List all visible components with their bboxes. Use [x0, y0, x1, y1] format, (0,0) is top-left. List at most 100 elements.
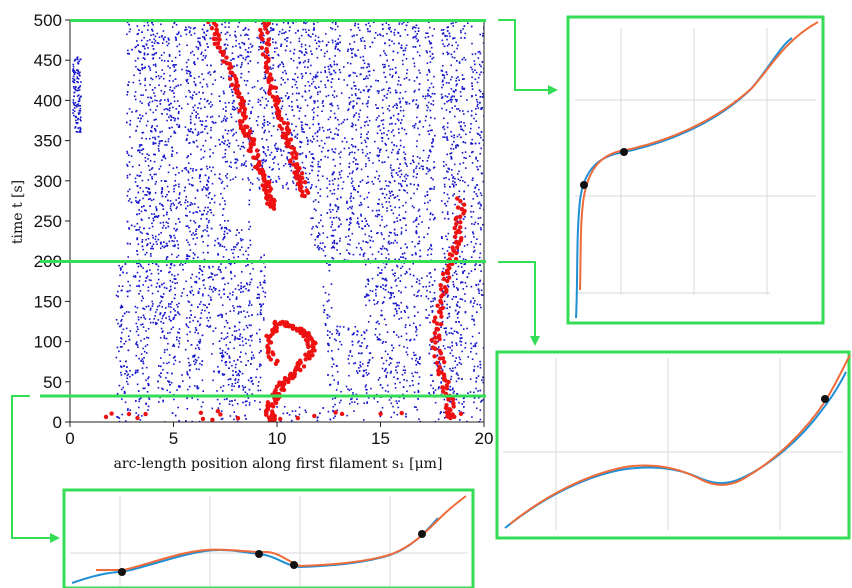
blue-point — [178, 172, 180, 174]
blue-point — [228, 26, 230, 28]
blue-point — [139, 290, 142, 292]
blue-point — [249, 239, 251, 242]
blue-point — [220, 271, 222, 273]
blue-point — [348, 102, 351, 104]
blue-point — [202, 284, 205, 286]
blue-point — [368, 70, 371, 72]
blue-point — [170, 328, 173, 330]
blue-point — [115, 356, 118, 359]
blue-point — [357, 49, 359, 51]
blue-point — [331, 223, 333, 226]
blue-point — [445, 205, 448, 207]
blue-point — [478, 292, 480, 294]
blue-point — [424, 97, 427, 100]
blue-point — [239, 306, 242, 308]
blue-point — [443, 417, 446, 419]
blue-point — [206, 230, 208, 232]
blue-point — [172, 80, 174, 82]
blue-point — [226, 173, 229, 175]
blue-point — [200, 98, 202, 100]
blue-point — [396, 217, 398, 219]
blue-point — [412, 175, 415, 178]
blue-point — [453, 140, 455, 143]
blue-point — [350, 192, 352, 195]
blue-point — [406, 184, 408, 187]
blue-point — [155, 65, 157, 67]
blue-point — [349, 74, 352, 76]
blue-point — [338, 171, 341, 174]
blue-point — [462, 412, 465, 414]
blue-point — [359, 91, 362, 94]
blue-point — [318, 129, 321, 131]
blue-point — [198, 117, 200, 119]
blue-point — [118, 417, 121, 419]
blue-point — [243, 285, 246, 288]
blue-point — [454, 98, 457, 101]
blue-point — [139, 51, 142, 54]
blue-point — [390, 30, 392, 33]
blue-point — [357, 163, 359, 165]
blue-point — [183, 288, 185, 290]
blue-point — [160, 241, 162, 244]
blue-point — [418, 133, 421, 136]
blue-point — [255, 376, 257, 379]
blue-point — [400, 184, 403, 187]
blue-point — [478, 332, 481, 334]
blue-point — [207, 277, 210, 279]
blue-point — [207, 177, 210, 180]
blue-point — [142, 326, 145, 328]
blue-point — [316, 140, 319, 142]
blue-point — [449, 152, 451, 155]
blue-point — [173, 275, 176, 277]
blue-point — [340, 122, 343, 125]
blue-point — [188, 142, 190, 145]
blue-point — [320, 139, 323, 142]
blue-point — [189, 219, 192, 222]
blue-point — [361, 228, 364, 230]
blue-point — [301, 128, 303, 130]
blue-point — [205, 194, 208, 197]
blue-point — [459, 91, 462, 93]
blue-point — [189, 118, 192, 121]
blue-point — [377, 379, 380, 381]
blue-point — [241, 41, 243, 44]
blue-point — [434, 217, 436, 220]
blue-point — [207, 72, 209, 75]
blue-point — [446, 276, 448, 278]
blue-point — [446, 137, 448, 140]
blue-point — [296, 137, 298, 139]
blue-point — [248, 401, 251, 404]
blue-point — [157, 386, 160, 389]
blue-point — [174, 117, 177, 120]
blue-point — [368, 159, 371, 162]
blue-point — [163, 313, 165, 316]
blue-point — [173, 21, 176, 24]
blue-point — [334, 148, 337, 150]
blue-point — [388, 109, 391, 112]
blue-point — [298, 40, 301, 43]
blue-point — [310, 36, 312, 38]
blue-point — [456, 108, 458, 110]
blue-point — [191, 50, 194, 53]
blue-point — [155, 323, 157, 325]
blue-point — [439, 412, 442, 415]
blue-point — [300, 141, 303, 144]
blue-point — [440, 29, 443, 31]
blue-point — [282, 187, 284, 189]
blue-point — [212, 265, 214, 268]
blue-point — [360, 365, 362, 368]
blue-point — [433, 186, 436, 188]
blue-point — [471, 138, 473, 141]
blue-point — [151, 305, 154, 307]
blue-point — [319, 242, 322, 245]
blue-point — [143, 338, 146, 340]
blue-point — [154, 311, 157, 313]
blue-point — [414, 46, 417, 48]
blue-point — [414, 26, 417, 29]
blue-point — [419, 44, 421, 47]
blue-point — [336, 325, 339, 328]
blue-point — [400, 231, 403, 233]
blue-point — [195, 361, 197, 364]
blue-point — [203, 266, 205, 268]
blue-point — [443, 192, 446, 194]
